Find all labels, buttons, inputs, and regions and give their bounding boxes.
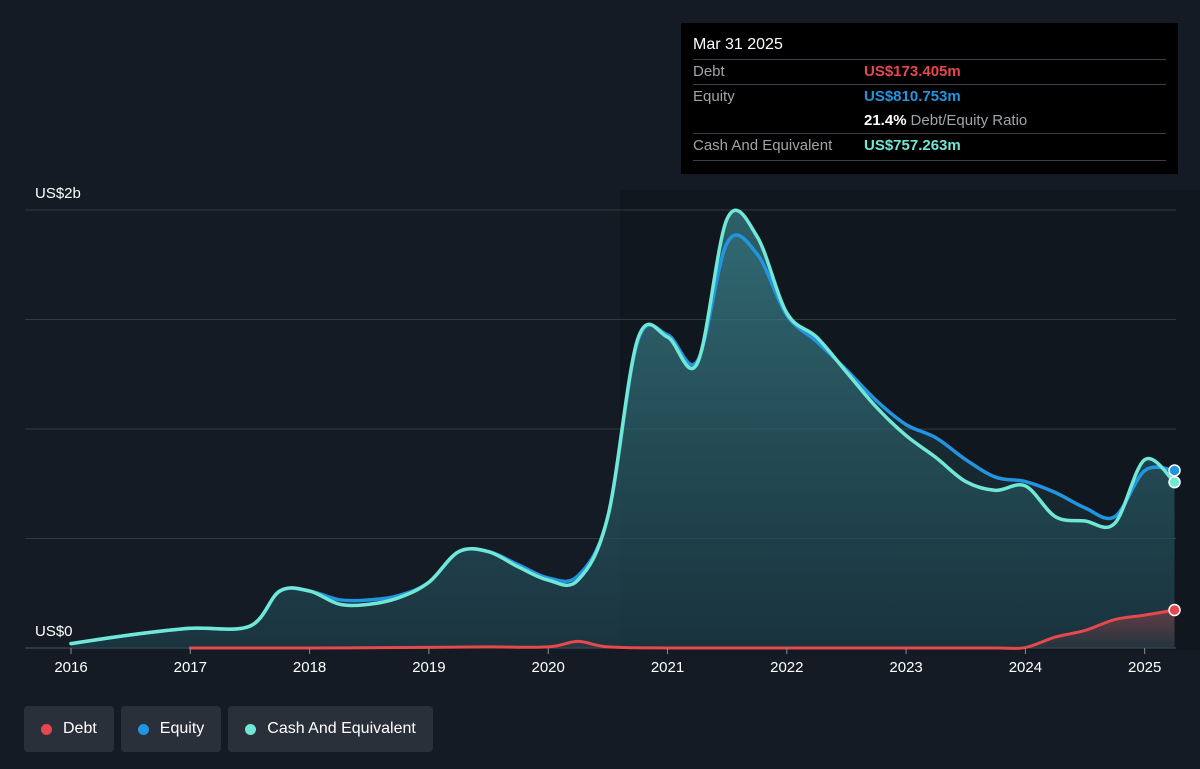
debt-area xyxy=(190,610,1175,649)
tooltip-ratio-value: 21.4% xyxy=(864,112,907,129)
tooltip-date: Mar 31 2025 xyxy=(693,36,783,53)
tooltip-cash-label: Cash And Equivalent xyxy=(693,137,833,154)
x-tick-label: 2017 xyxy=(174,659,207,676)
x-tick-label: 2019 xyxy=(412,659,445,676)
debt-line xyxy=(188,608,1177,650)
x-tick-label: 2021 xyxy=(651,659,684,676)
cash-and-equivalent-end-marker xyxy=(1168,475,1181,489)
legend-equity-label: Equity xyxy=(159,720,205,737)
legend-item-equity[interactable]: Equity xyxy=(120,706,222,752)
x-tick-label: 2016 xyxy=(54,659,87,676)
debt-dot-icon xyxy=(41,723,52,735)
equity-end-marker xyxy=(1168,464,1181,477)
cash-and-equivalent-line xyxy=(69,208,1177,646)
data-tooltip: Mar 31 2025 Debt US$173.405m Equity US$8… xyxy=(681,23,1178,174)
equity-line xyxy=(69,233,1177,646)
x-tick-label: 2025 xyxy=(1128,659,1161,676)
tooltip-debt-value: US$173.405m xyxy=(864,63,961,80)
legend-cash-label: Cash And Equivalent xyxy=(267,720,416,737)
x-tick-label: 2023 xyxy=(889,659,922,676)
x-tick-label: 2018 xyxy=(293,659,326,676)
equity-dot-icon xyxy=(137,723,149,735)
tooltip-cash-value: US$757.263m xyxy=(864,137,961,154)
legend-item-cash[interactable]: Cash And Equivalent xyxy=(228,706,433,752)
x-tick-label: 2024 xyxy=(1009,659,1042,676)
tooltip-equity-value: US$810.753m xyxy=(864,88,961,105)
chart-legend: Debt Equity Cash And Equivalent xyxy=(24,706,433,752)
legend-item-debt[interactable]: Debt xyxy=(24,706,114,752)
x-tick-label: 2020 xyxy=(532,659,565,676)
debt-end-marker xyxy=(1168,603,1181,617)
y-axis-bottom-label: US$0 xyxy=(35,623,73,640)
cash-dot-icon xyxy=(245,723,257,735)
legend-debt-label: Debt xyxy=(63,720,97,737)
tooltip-ratio-label: Debt/Equity Ratio xyxy=(910,112,1028,129)
x-tick-label: 2022 xyxy=(770,659,803,676)
tooltip-debt-label: Debt xyxy=(693,63,725,80)
y-axis-top-label: US$2b xyxy=(35,185,81,202)
tooltip-equity-label: Equity xyxy=(693,88,735,105)
